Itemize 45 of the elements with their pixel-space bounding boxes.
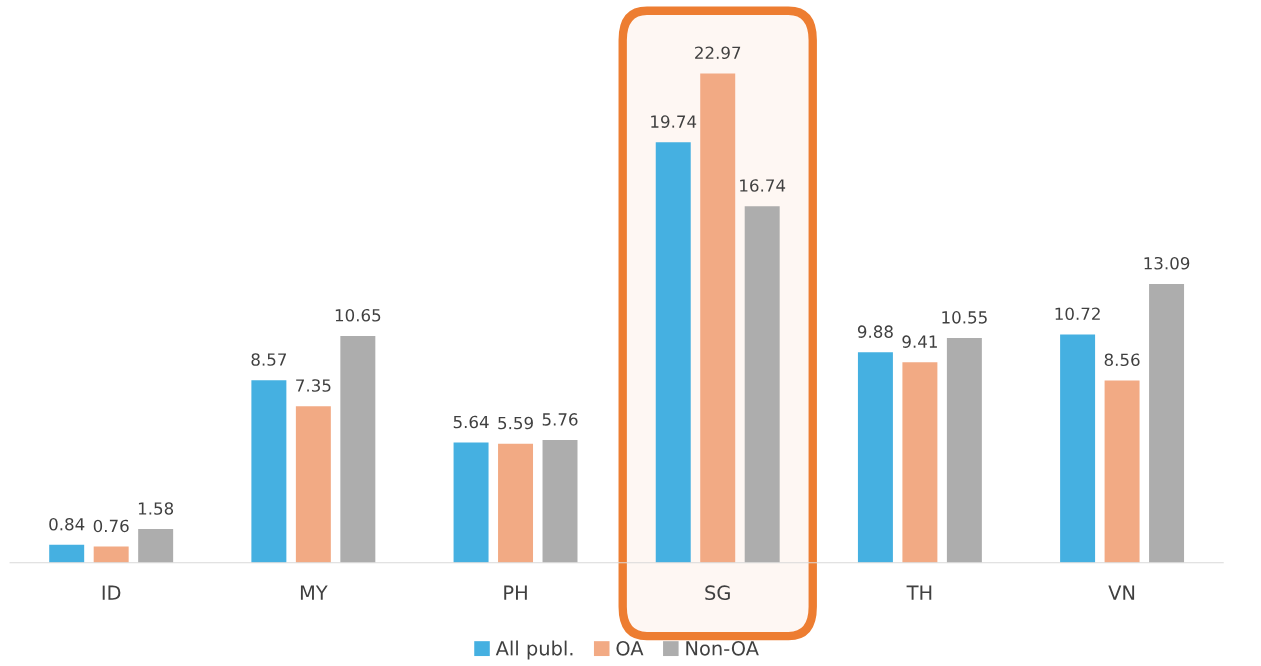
legend-label: OA — [616, 640, 644, 656]
data-label: 16.74 — [740, 179, 786, 192]
legend-label: Non-OA — [686, 640, 759, 656]
bar — [453, 442, 489, 563]
data-label: 10.65 — [335, 308, 381, 322]
data-label: 22.97 — [695, 46, 741, 60]
x-tick-label: SG — [705, 585, 730, 601]
data-label: 7.35 — [296, 379, 331, 392]
x-tick-label: VN — [1108, 585, 1135, 600]
data-label: 0.76 — [93, 519, 129, 533]
data-label: 5.64 — [453, 415, 489, 429]
bar — [1149, 283, 1185, 563]
bar — [1104, 380, 1140, 563]
data-label: 10.72 — [1055, 307, 1100, 321]
bar — [340, 335, 376, 563]
data-label: 1.58 — [138, 502, 174, 515]
bar — [138, 529, 174, 563]
data-label: 19.74 — [651, 115, 697, 128]
bar — [946, 338, 982, 563]
data-label: 5.59 — [498, 416, 533, 430]
bar — [295, 406, 331, 563]
x-tick-label: MY — [300, 585, 328, 600]
data-label: 10.55 — [942, 311, 987, 324]
bar — [251, 380, 287, 563]
bar — [498, 443, 534, 563]
bar — [700, 73, 736, 563]
x-tick-label: ID — [102, 585, 121, 600]
bar — [744, 206, 780, 563]
x-tick-label: TH — [906, 585, 932, 600]
bar — [857, 352, 893, 563]
x-tick-label: PH — [504, 585, 527, 600]
bar — [902, 362, 938, 563]
data-label: 0.84 — [49, 517, 85, 531]
data-label: 8.56 — [1104, 353, 1140, 367]
legend-label: All publ. — [495, 640, 573, 660]
bar — [93, 546, 129, 563]
data-label: 13.09 — [1144, 256, 1190, 270]
data-label: 9.41 — [902, 335, 937, 348]
bar — [542, 440, 578, 563]
data-label: 9.88 — [857, 325, 893, 338]
data-label: 5.76 — [542, 413, 578, 426]
bar — [49, 544, 85, 563]
bar — [655, 142, 691, 563]
bar — [1060, 334, 1096, 563]
data-label: 8.57 — [251, 353, 287, 366]
